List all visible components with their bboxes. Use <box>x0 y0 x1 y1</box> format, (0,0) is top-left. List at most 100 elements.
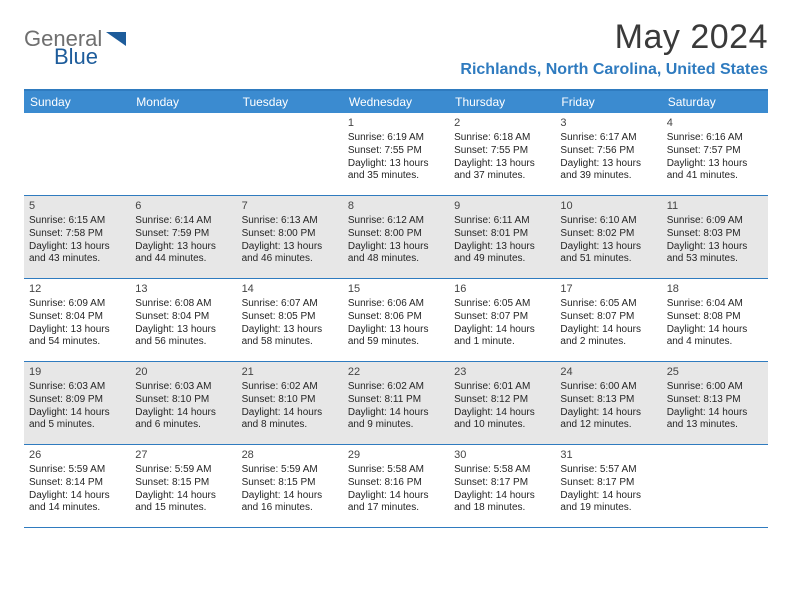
daylight-line: Daylight: 14 hours and 4 minutes. <box>667 324 763 350</box>
weekday-cell: Thursday <box>449 91 555 113</box>
sunset-line: Sunset: 8:07 PM <box>560 311 656 324</box>
sunset-line: Sunset: 7:59 PM <box>135 228 231 241</box>
sunrise-line: Sunrise: 6:06 AM <box>348 298 444 311</box>
daylight-line: Daylight: 14 hours and 15 minutes. <box>135 490 231 516</box>
sunset-line: Sunset: 8:08 PM <box>667 311 763 324</box>
daylight-line: Daylight: 13 hours and 48 minutes. <box>348 241 444 267</box>
daylight-line: Daylight: 14 hours and 2 minutes. <box>560 324 656 350</box>
day-cell: 19Sunrise: 6:03 AMSunset: 8:09 PMDayligh… <box>24 362 130 444</box>
weekday-header-row: SundayMondayTuesdayWednesdayThursdayFrid… <box>24 91 768 113</box>
sunset-line: Sunset: 8:13 PM <box>560 394 656 407</box>
sunrise-line: Sunrise: 6:02 AM <box>242 381 338 394</box>
sunrise-line: Sunrise: 6:02 AM <box>348 381 444 394</box>
daylight-line: Daylight: 14 hours and 16 minutes. <box>242 490 338 516</box>
day-number: 26 <box>29 448 125 462</box>
daylight-line: Daylight: 14 hours and 17 minutes. <box>348 490 444 516</box>
sunrise-line: Sunrise: 6:17 AM <box>560 132 656 145</box>
week-row: 1Sunrise: 6:19 AMSunset: 7:55 PMDaylight… <box>24 113 768 196</box>
day-cell: 14Sunrise: 6:07 AMSunset: 8:05 PMDayligh… <box>237 279 343 361</box>
day-number: 21 <box>242 365 338 379</box>
day-cell: 25Sunrise: 6:00 AMSunset: 8:13 PMDayligh… <box>662 362 768 444</box>
daylight-line: Daylight: 14 hours and 1 minute. <box>454 324 550 350</box>
day-cell: 10Sunrise: 6:10 AMSunset: 8:02 PMDayligh… <box>555 196 661 278</box>
day-cell: 1Sunrise: 6:19 AMSunset: 7:55 PMDaylight… <box>343 113 449 195</box>
logo: General Blue <box>24 24 144 64</box>
calendar: SundayMondayTuesdayWednesdayThursdayFrid… <box>24 89 768 528</box>
day-cell: 21Sunrise: 6:02 AMSunset: 8:10 PMDayligh… <box>237 362 343 444</box>
sunrise-line: Sunrise: 6:12 AM <box>348 215 444 228</box>
sunset-line: Sunset: 8:10 PM <box>135 394 231 407</box>
day-number: 3 <box>560 116 656 130</box>
day-number: 25 <box>667 365 763 379</box>
sunrise-line: Sunrise: 6:05 AM <box>454 298 550 311</box>
day-number: 4 <box>667 116 763 130</box>
daylight-line: Daylight: 14 hours and 5 minutes. <box>29 407 125 433</box>
sunset-line: Sunset: 8:15 PM <box>242 477 338 490</box>
day-number: 12 <box>29 282 125 296</box>
sunrise-line: Sunrise: 6:14 AM <box>135 215 231 228</box>
daylight-line: Daylight: 13 hours and 46 minutes. <box>242 241 338 267</box>
day-number: 15 <box>348 282 444 296</box>
sunrise-line: Sunrise: 6:09 AM <box>667 215 763 228</box>
sunrise-line: Sunrise: 6:01 AM <box>454 381 550 394</box>
sunset-line: Sunset: 8:15 PM <box>135 477 231 490</box>
daylight-line: Daylight: 14 hours and 12 minutes. <box>560 407 656 433</box>
sunset-line: Sunset: 8:00 PM <box>242 228 338 241</box>
sunset-line: Sunset: 8:11 PM <box>348 394 444 407</box>
day-cell: 22Sunrise: 6:02 AMSunset: 8:11 PMDayligh… <box>343 362 449 444</box>
weekday-cell: Saturday <box>662 91 768 113</box>
sunset-line: Sunset: 8:13 PM <box>667 394 763 407</box>
daylight-line: Daylight: 14 hours and 8 minutes. <box>242 407 338 433</box>
sunrise-line: Sunrise: 5:58 AM <box>454 464 550 477</box>
day-number: 1 <box>348 116 444 130</box>
svg-text:Blue: Blue <box>54 44 98 64</box>
weekday-cell: Sunday <box>24 91 130 113</box>
month-title: May 2024 <box>460 18 768 57</box>
sunset-line: Sunset: 8:05 PM <box>242 311 338 324</box>
sunset-line: Sunset: 7:56 PM <box>560 145 656 158</box>
weekday-cell: Wednesday <box>343 91 449 113</box>
sunset-line: Sunset: 8:07 PM <box>454 311 550 324</box>
day-cell: 3Sunrise: 6:17 AMSunset: 7:56 PMDaylight… <box>555 113 661 195</box>
daylight-line: Daylight: 13 hours and 53 minutes. <box>667 241 763 267</box>
day-cell: 24Sunrise: 6:00 AMSunset: 8:13 PMDayligh… <box>555 362 661 444</box>
daylight-line: Daylight: 13 hours and 58 minutes. <box>242 324 338 350</box>
daylight-line: Daylight: 13 hours and 54 minutes. <box>29 324 125 350</box>
sunset-line: Sunset: 8:03 PM <box>667 228 763 241</box>
daylight-line: Daylight: 13 hours and 49 minutes. <box>454 241 550 267</box>
day-cell: 9Sunrise: 6:11 AMSunset: 8:01 PMDaylight… <box>449 196 555 278</box>
day-cell: 18Sunrise: 6:04 AMSunset: 8:08 PMDayligh… <box>662 279 768 361</box>
weekday-cell: Tuesday <box>237 91 343 113</box>
day-number: 30 <box>454 448 550 462</box>
daylight-line: Daylight: 13 hours and 56 minutes. <box>135 324 231 350</box>
daylight-line: Daylight: 13 hours and 51 minutes. <box>560 241 656 267</box>
sunrise-line: Sunrise: 6:00 AM <box>560 381 656 394</box>
day-number: 20 <box>135 365 231 379</box>
sunrise-line: Sunrise: 6:18 AM <box>454 132 550 145</box>
day-cell: 28Sunrise: 5:59 AMSunset: 8:15 PMDayligh… <box>237 445 343 527</box>
day-number: 11 <box>667 199 763 213</box>
day-number: 5 <box>29 199 125 213</box>
day-number: 9 <box>454 199 550 213</box>
day-number: 16 <box>454 282 550 296</box>
daylight-line: Daylight: 14 hours and 18 minutes. <box>454 490 550 516</box>
sunset-line: Sunset: 8:04 PM <box>135 311 231 324</box>
day-cell: 7Sunrise: 6:13 AMSunset: 8:00 PMDaylight… <box>237 196 343 278</box>
sunset-line: Sunset: 8:16 PM <box>348 477 444 490</box>
sunrise-line: Sunrise: 6:19 AM <box>348 132 444 145</box>
day-cell: 6Sunrise: 6:14 AMSunset: 7:59 PMDaylight… <box>130 196 236 278</box>
day-number: 18 <box>667 282 763 296</box>
day-cell: 11 Sunrise: 6:09 AMSunset: 8:03 PMDayligh… <box>662 196 768 278</box>
sunset-line: Sunset: 8:01 PM <box>454 228 550 241</box>
day-cell: 31Sunrise: 5:57 AMSunset: 8:17 PMDayligh… <box>555 445 661 527</box>
day-cell: 2Sunrise: 6:18 AMSunset: 7:55 PMDaylight… <box>449 113 555 195</box>
week-row: 19Sunrise: 6:03 AMSunset: 8:09 PMDayligh… <box>24 362 768 445</box>
sunrise-line: Sunrise: 6:00 AM <box>667 381 763 394</box>
day-number: 8 <box>348 199 444 213</box>
daylight-line: Daylight: 13 hours and 43 minutes. <box>29 241 125 267</box>
week-row: 5Sunrise: 6:15 AMSunset: 7:58 PMDaylight… <box>24 196 768 279</box>
sunrise-line: Sunrise: 6:05 AM <box>560 298 656 311</box>
sunset-line: Sunset: 8:06 PM <box>348 311 444 324</box>
daylight-line: Daylight: 13 hours and 35 minutes. <box>348 158 444 184</box>
sunset-line: Sunset: 8:02 PM <box>560 228 656 241</box>
